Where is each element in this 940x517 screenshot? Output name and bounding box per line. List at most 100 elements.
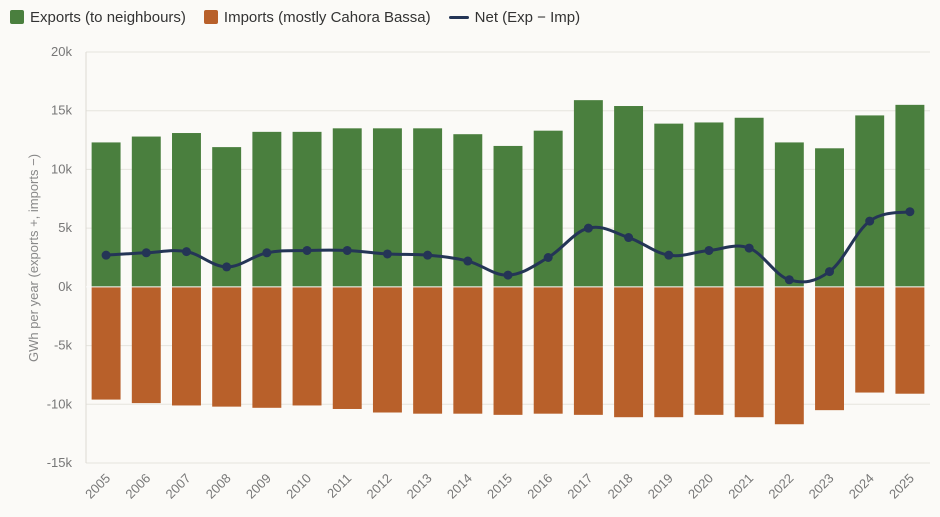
net-point xyxy=(342,245,352,255)
x-tick-label: 2021 xyxy=(725,471,756,502)
bar-imports xyxy=(252,286,282,408)
bar-imports xyxy=(413,286,443,414)
y-tick-label: 5k xyxy=(58,220,72,235)
bar-exports xyxy=(654,123,684,287)
bar-exports xyxy=(172,133,201,287)
y-tick-label: 10k xyxy=(51,161,72,176)
x-tick-label: 2024 xyxy=(846,471,877,502)
net-point xyxy=(463,256,473,266)
x-tick-label: 2006 xyxy=(122,471,153,502)
bar-exports xyxy=(372,128,402,287)
x-tick-label: 2019 xyxy=(645,471,676,502)
y-tick-label: 15k xyxy=(51,103,72,118)
bar-imports xyxy=(533,286,563,414)
x-tick-label: 2005 xyxy=(82,471,113,502)
legend-label-exports: Exports (to neighbours) xyxy=(30,8,186,26)
y-tick-label: 20k xyxy=(51,44,72,59)
net-line-layer xyxy=(101,207,915,285)
bar-exports xyxy=(815,148,844,287)
x-tick-label: 2017 xyxy=(564,471,595,502)
bar-imports xyxy=(614,286,644,418)
bar-exports xyxy=(895,104,925,287)
x-tick-label: 2012 xyxy=(363,471,394,502)
net-point xyxy=(101,250,111,260)
bar-imports xyxy=(815,286,844,411)
x-tick-label: 2008 xyxy=(203,471,234,502)
y-tick-label: -10k xyxy=(47,396,73,411)
bar-exports xyxy=(91,142,121,287)
x-tick-label: 2013 xyxy=(404,471,435,502)
net-point xyxy=(423,250,433,260)
bar-exports xyxy=(614,106,644,287)
bar-imports xyxy=(493,286,523,415)
net-point xyxy=(181,247,191,257)
x-tick-label: 2010 xyxy=(283,471,314,502)
bar-imports xyxy=(292,286,322,406)
bar-exports xyxy=(573,100,603,287)
net-point xyxy=(825,267,835,277)
x-tick-label: 2018 xyxy=(605,471,636,502)
legend: Exports (to neighbours) Imports (mostly … xyxy=(10,6,580,28)
legend-swatch-exports xyxy=(10,10,24,24)
bar-exports xyxy=(694,122,724,287)
net-point xyxy=(222,262,232,272)
net-point xyxy=(141,248,151,258)
y-axis-title: GWh per year (exports +, imports −) xyxy=(26,154,41,362)
net-point xyxy=(583,223,593,233)
legend-label-imports: Imports (mostly Cahora Bassa) xyxy=(223,8,431,26)
net-point xyxy=(905,207,915,217)
y-tick-label: -15k xyxy=(47,455,73,470)
bar-imports xyxy=(372,286,402,413)
x-tick-label: 2009 xyxy=(243,471,274,502)
net-point xyxy=(302,245,312,255)
legend-item-exports[interactable]: Exports (to neighbours) xyxy=(10,9,186,26)
x-tick-label: 2011 xyxy=(324,471,354,501)
x-tick-label: 2025 xyxy=(886,471,917,502)
y-tick-label: 0k xyxy=(58,279,72,294)
bar-exports xyxy=(252,131,282,287)
bar-exports xyxy=(131,136,161,287)
net-point xyxy=(865,216,875,226)
net-point xyxy=(624,233,634,243)
x-tick-label: 2007 xyxy=(163,471,194,502)
x-tick-label: 2015 xyxy=(484,471,515,502)
y-tick-label: -5k xyxy=(54,338,73,353)
bar-exports xyxy=(292,131,322,287)
legend-label-net: Net (Exp − Imp) xyxy=(474,8,581,26)
bar-imports xyxy=(91,286,121,400)
x-tick-label: 2014 xyxy=(444,471,475,502)
x-tick-label: 2020 xyxy=(685,471,716,502)
bar-imports xyxy=(774,286,804,425)
net-point xyxy=(262,248,272,258)
legend-item-net[interactable]: Net (Exp − Imp) xyxy=(448,8,581,26)
bars-layer xyxy=(86,100,930,425)
legend-swatch-imports xyxy=(203,10,218,24)
bar-imports xyxy=(172,286,201,406)
x-tick-label: 2023 xyxy=(806,471,837,502)
net-point xyxy=(664,250,674,260)
net-point xyxy=(503,270,513,280)
bar-imports xyxy=(573,286,603,415)
net-point xyxy=(744,243,754,253)
bar-exports xyxy=(734,117,764,287)
net-point xyxy=(382,249,392,259)
bar-imports xyxy=(131,286,161,404)
bar-exports xyxy=(493,145,523,287)
bar-imports xyxy=(654,286,684,418)
bar-imports xyxy=(212,286,242,407)
bar-imports xyxy=(895,286,925,394)
bar-exports xyxy=(774,142,804,287)
net-point xyxy=(543,253,553,262)
legend-item-imports[interactable]: Imports (mostly Cahora Bassa) xyxy=(203,8,431,26)
net-point xyxy=(784,275,794,285)
bar-exports xyxy=(413,128,443,287)
x-tick-label: 2022 xyxy=(765,471,796,502)
bar-imports xyxy=(694,286,724,415)
bar-imports xyxy=(734,286,764,418)
bar-imports xyxy=(332,286,362,409)
bar-imports xyxy=(855,286,885,393)
bar-imports xyxy=(453,286,483,414)
bar-exports xyxy=(855,115,885,287)
